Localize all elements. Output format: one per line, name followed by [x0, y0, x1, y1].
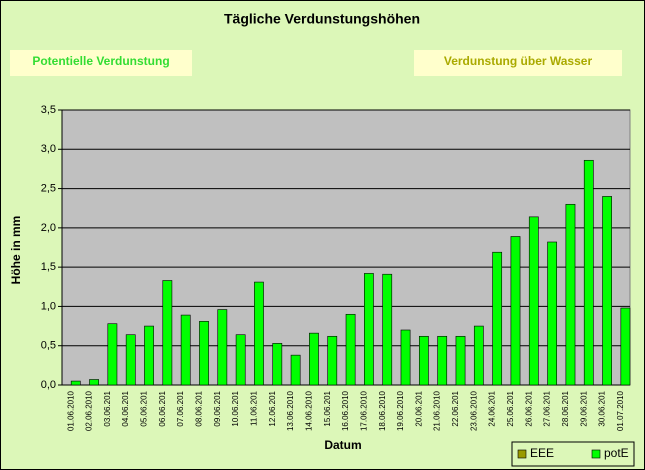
x-tick-label: 10.06.201	[231, 390, 240, 426]
chart-title: Tägliche Verdunstungshöhen	[224, 11, 420, 27]
legend-label: EEE	[530, 446, 554, 460]
x-tick-label: 01.07.2010	[616, 390, 625, 431]
button-label[interactable]: Verdunstung über Wasser	[444, 54, 593, 68]
x-tick-label: 22.06.201	[451, 390, 460, 426]
x-tick-label: 02.06.2010	[85, 390, 94, 431]
bar	[199, 321, 209, 386]
x-tick-label: 14.06.2010	[304, 390, 313, 431]
x-tick-label: 05.06.201	[140, 390, 149, 426]
bar	[89, 379, 99, 386]
bar	[309, 332, 319, 386]
bar	[547, 241, 558, 386]
bar	[583, 159, 594, 386]
bar	[254, 281, 264, 386]
bar	[180, 314, 191, 386]
x-tick-label: 12.06.201	[268, 390, 277, 426]
bar	[602, 196, 612, 386]
legend	[511, 441, 635, 467]
x-tick-label: 11.06.201	[249, 390, 258, 426]
bar	[235, 334, 246, 386]
x-tick-label: 30.06.201	[598, 390, 607, 426]
button[interactable]	[10, 50, 192, 76]
x-tick-label: 07.06.201	[176, 390, 185, 426]
x-tick-label: 24.06.201	[488, 390, 497, 426]
bar	[70, 380, 81, 386]
x-tick-label: 28.06.201	[561, 390, 570, 426]
x-tick-label: 26.06.201	[524, 390, 533, 426]
x-tick-label: 20.06.201	[414, 390, 423, 426]
y-tick-label: 3,0	[41, 143, 56, 155]
bar	[400, 329, 411, 386]
x-tick-label: 16.06.2010	[341, 390, 350, 431]
x-tick-label: 25.06.201	[506, 390, 515, 426]
x-tick-label: 23.06.2010	[469, 390, 478, 431]
bar	[473, 325, 484, 386]
bar	[528, 216, 539, 386]
y-axis-label: Höhe in mm	[9, 216, 23, 285]
button-label[interactable]: Potentielle Verdunstung	[32, 54, 169, 68]
x-tick-label: 17.06.2010	[359, 390, 368, 431]
bar	[107, 323, 118, 386]
y-tick-label: 0,0	[41, 379, 56, 391]
bar	[364, 273, 374, 386]
y-tick-label: 0,5	[41, 340, 56, 352]
legend-swatch	[591, 449, 601, 459]
button[interactable]	[414, 50, 622, 76]
y-tick-label: 2,5	[41, 182, 56, 194]
bar	[327, 335, 338, 386]
x-tick-label: 15.06.201	[323, 390, 332, 426]
x-tick-label: 29.06.201	[579, 390, 588, 426]
x-tick-label: 03.06.201	[103, 390, 112, 426]
y-tick-label: 3,5	[41, 104, 56, 116]
bar	[162, 280, 173, 386]
legend-swatch	[517, 449, 527, 459]
bar	[492, 251, 503, 386]
x-tick-label: 13.06.2010	[286, 390, 295, 431]
x-tick-label: 09.06.201	[213, 390, 222, 426]
x-tick-label: 01.06.2010	[66, 390, 75, 431]
y-tick-label: 1,0	[41, 300, 56, 312]
bar	[125, 334, 136, 386]
bar	[620, 307, 631, 386]
x-tick-label: 19.06.2010	[396, 390, 405, 431]
bar	[345, 313, 356, 386]
bar	[272, 343, 283, 386]
legend-label: potE	[604, 446, 629, 460]
x-axis-label: Datum	[324, 438, 361, 452]
x-tick-label: 06.06.201	[158, 390, 167, 426]
x-tick-label: 08.06.201	[195, 390, 204, 426]
x-tick-label: 21.06.2010	[433, 390, 442, 431]
bar	[455, 335, 466, 386]
x-tick-label: 27.06.201	[543, 390, 552, 426]
y-tick-label: 2,0	[41, 222, 56, 234]
x-tick-label: 04.06.201	[121, 390, 130, 426]
bar	[418, 335, 429, 386]
bar	[144, 325, 154, 386]
bar	[382, 273, 393, 386]
bar	[217, 309, 228, 386]
bar	[437, 335, 448, 386]
bar	[290, 354, 301, 386]
bar	[565, 203, 576, 386]
y-tick-label: 1,5	[41, 261, 56, 273]
x-tick-label: 18.06.2010	[378, 390, 387, 431]
bar	[510, 236, 521, 386]
